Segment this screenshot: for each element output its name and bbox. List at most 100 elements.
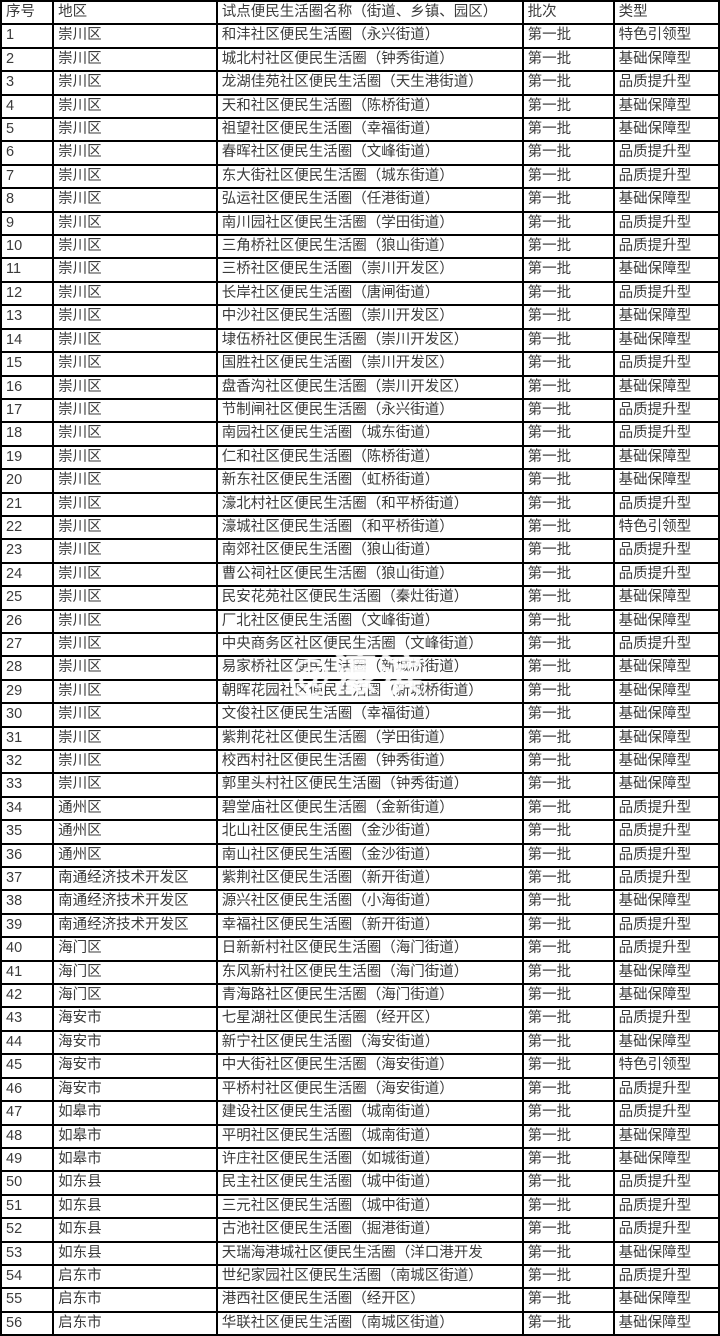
cell-name: 易家桥社区便民生活圈（新城桥街道） bbox=[215, 655, 524, 681]
cell-index: 56 bbox=[0, 1310, 55, 1336]
cell-name: 紫荆社区便民生活圈（新开街道） bbox=[215, 866, 524, 892]
cell-index: 5 bbox=[0, 117, 55, 143]
cell-type: 基础保障型 bbox=[612, 327, 720, 354]
cell-name: 弘运社区便民生活圈（任港街道） bbox=[215, 187, 524, 213]
cell-batch: 第一批 bbox=[521, 1193, 615, 1220]
cell-index: 24 bbox=[0, 561, 55, 588]
cell-type: 基础保障型 bbox=[612, 1123, 720, 1149]
cell-index: 9 bbox=[0, 210, 55, 237]
table-row: 25 崇川区 民安花苑社区便民生活圈（秦灶街道） 第一批 基础保障型 bbox=[0, 585, 720, 611]
cell-region: 崇川区 bbox=[52, 585, 218, 611]
cell-region: 海门区 bbox=[52, 936, 218, 962]
cell-index: 45 bbox=[0, 1053, 55, 1079]
table-row: 51 如东县 三元社区便民生活圈（城中街道） 第一批 品质提升型 bbox=[0, 1193, 720, 1220]
column-header-batch: 批次 bbox=[521, 0, 615, 26]
table-row: 22 崇川区 濠城社区便民生活圈（和平桥街道） 第一批 特色引领型 bbox=[0, 514, 720, 541]
cell-batch: 第一批 bbox=[521, 491, 615, 517]
cell-batch: 第一批 bbox=[521, 842, 615, 869]
cell-name: 天瑞海港城社区便民生活圈（洋口港开发 bbox=[215, 1240, 524, 1266]
cell-type: 基础保障型 bbox=[612, 772, 720, 798]
cell-region: 崇川区 bbox=[52, 117, 218, 143]
cell-name: 和沣社区便民生活圈（永兴街道） bbox=[215, 23, 524, 49]
table-row: 16 崇川区 盘香沟社区便民生活圈（崇川开发区） 第一批 基础保障型 bbox=[0, 374, 720, 400]
table-row: 43 海安市 七星湖社区便民生活圈（经开区） 第一批 品质提升型 bbox=[0, 1006, 720, 1032]
cell-index: 16 bbox=[0, 374, 55, 400]
cell-region: 海安市 bbox=[52, 1076, 218, 1103]
cell-batch: 第一批 bbox=[521, 819, 615, 845]
cell-batch: 第一批 bbox=[521, 351, 615, 377]
cell-region: 崇川区 bbox=[52, 468, 218, 494]
cell-region: 海门区 bbox=[52, 983, 218, 1009]
cell-index: 22 bbox=[0, 514, 55, 541]
cell-region: 通州区 bbox=[52, 795, 218, 822]
column-header-index: 序号 bbox=[0, 0, 55, 26]
cell-batch: 第一批 bbox=[521, 327, 615, 354]
table-row: 12 崇川区 长岸社区便民生活圈（唐闸街道） 第一批 品质提升型 bbox=[0, 280, 720, 307]
cell-index: 54 bbox=[0, 1263, 55, 1290]
cell-batch: 第一批 bbox=[521, 983, 615, 1009]
cell-region: 崇川区 bbox=[52, 702, 218, 728]
cell-region: 崇川区 bbox=[52, 93, 218, 120]
cell-type: 品质提升型 bbox=[612, 795, 720, 822]
table-row: 24 崇川区 曹公祠社区便民生活圈（狼山街道） 第一批 品质提升型 bbox=[0, 561, 720, 588]
cell-region: 通州区 bbox=[52, 842, 218, 869]
cell-type: 基础保障型 bbox=[612, 117, 720, 143]
cell-index: 28 bbox=[0, 655, 55, 681]
cell-region: 启东市 bbox=[52, 1310, 218, 1336]
cell-name: 中沙社区便民生活圈（崇川开发区） bbox=[215, 304, 524, 330]
cell-name: 城北村社区便民生活圈（钟秀街道） bbox=[215, 46, 524, 73]
cell-index: 52 bbox=[0, 1217, 55, 1243]
cell-name: 中大街社区便民生活圈（海安街道） bbox=[215, 1053, 524, 1079]
cell-batch: 第一批 bbox=[521, 1146, 615, 1173]
cell-index: 53 bbox=[0, 1240, 55, 1266]
table-row: 13 崇川区 中沙社区便民生活圈（崇川开发区） 第一批 基础保障型 bbox=[0, 304, 720, 330]
cell-region: 启东市 bbox=[52, 1287, 218, 1313]
cell-index: 15 bbox=[0, 351, 55, 377]
table-row: 1 崇川区 和沣社区便民生活圈（永兴街道） 第一批 特色引领型 bbox=[0, 23, 720, 49]
cell-batch: 第一批 bbox=[521, 46, 615, 73]
table-row: 54 启东市 世纪家园社区便民生活圈（南城区街道） 第一批 品质提升型 bbox=[0, 1263, 720, 1290]
cell-batch: 第一批 bbox=[521, 1240, 615, 1266]
cell-batch: 第一批 bbox=[521, 514, 615, 541]
cell-index: 51 bbox=[0, 1193, 55, 1220]
table-row: 18 崇川区 南园社区便民生活圈（城东街道） 第一批 品质提升型 bbox=[0, 421, 720, 447]
table-row: 2 崇川区 城北村社区便民生活圈（钟秀街道） 第一批 基础保障型 bbox=[0, 46, 720, 73]
column-header-region: 地区 bbox=[52, 0, 218, 26]
cell-region: 崇川区 bbox=[52, 725, 218, 752]
cell-index: 38 bbox=[0, 889, 55, 915]
cell-type: 品质提升型 bbox=[612, 866, 720, 892]
table-row: 20 崇川区 新东社区便民生活圈（虹桥街道） 第一批 基础保障型 bbox=[0, 468, 720, 494]
cell-index: 8 bbox=[0, 187, 55, 213]
cell-batch: 第一批 bbox=[521, 1287, 615, 1313]
cell-index: 17 bbox=[0, 397, 55, 424]
table-row: 31 崇川区 紫荆花社区便民生活圈（学田街道） 第一批 基础保障型 bbox=[0, 725, 720, 752]
cell-type: 基础保障型 bbox=[612, 655, 720, 681]
cell-region: 崇川区 bbox=[52, 608, 218, 634]
cell-batch: 第一批 bbox=[521, 234, 615, 260]
cell-index: 19 bbox=[0, 444, 55, 471]
cell-type: 品质提升型 bbox=[612, 1100, 720, 1126]
cell-batch: 第一批 bbox=[521, 1310, 615, 1336]
cell-region: 南通经济技术开发区 bbox=[52, 912, 218, 939]
cell-name: 幸福社区便民生活圈（新开街道） bbox=[215, 912, 524, 939]
cell-index: 3 bbox=[0, 70, 55, 96]
cell-region: 崇川区 bbox=[52, 444, 218, 471]
cell-type: 基础保障型 bbox=[612, 1146, 720, 1173]
cell-batch: 第一批 bbox=[521, 959, 615, 986]
cell-name: 埭伍桥社区便民生活圈（崇川开发区） bbox=[215, 327, 524, 354]
cell-region: 崇川区 bbox=[52, 491, 218, 517]
cell-type: 品质提升型 bbox=[612, 210, 720, 237]
cell-batch: 第一批 bbox=[521, 280, 615, 307]
cell-type: 品质提升型 bbox=[612, 1193, 720, 1220]
cell-region: 如东县 bbox=[52, 1193, 218, 1220]
cell-index: 33 bbox=[0, 772, 55, 798]
cell-index: 36 bbox=[0, 842, 55, 869]
cell-type: 基础保障型 bbox=[612, 304, 720, 330]
column-header-name: 试点便民生活圈名称（街道、乡镇、园区） bbox=[215, 0, 524, 26]
cell-batch: 第一批 bbox=[521, 1006, 615, 1032]
cell-batch: 第一批 bbox=[521, 1053, 615, 1079]
cell-name: 三角桥社区便民生活圈（狼山街道） bbox=[215, 234, 524, 260]
table-row: 50 如东县 民主社区便民生活圈（城中街道） 第一批 品质提升型 bbox=[0, 1170, 720, 1196]
cell-type: 品质提升型 bbox=[612, 538, 720, 564]
